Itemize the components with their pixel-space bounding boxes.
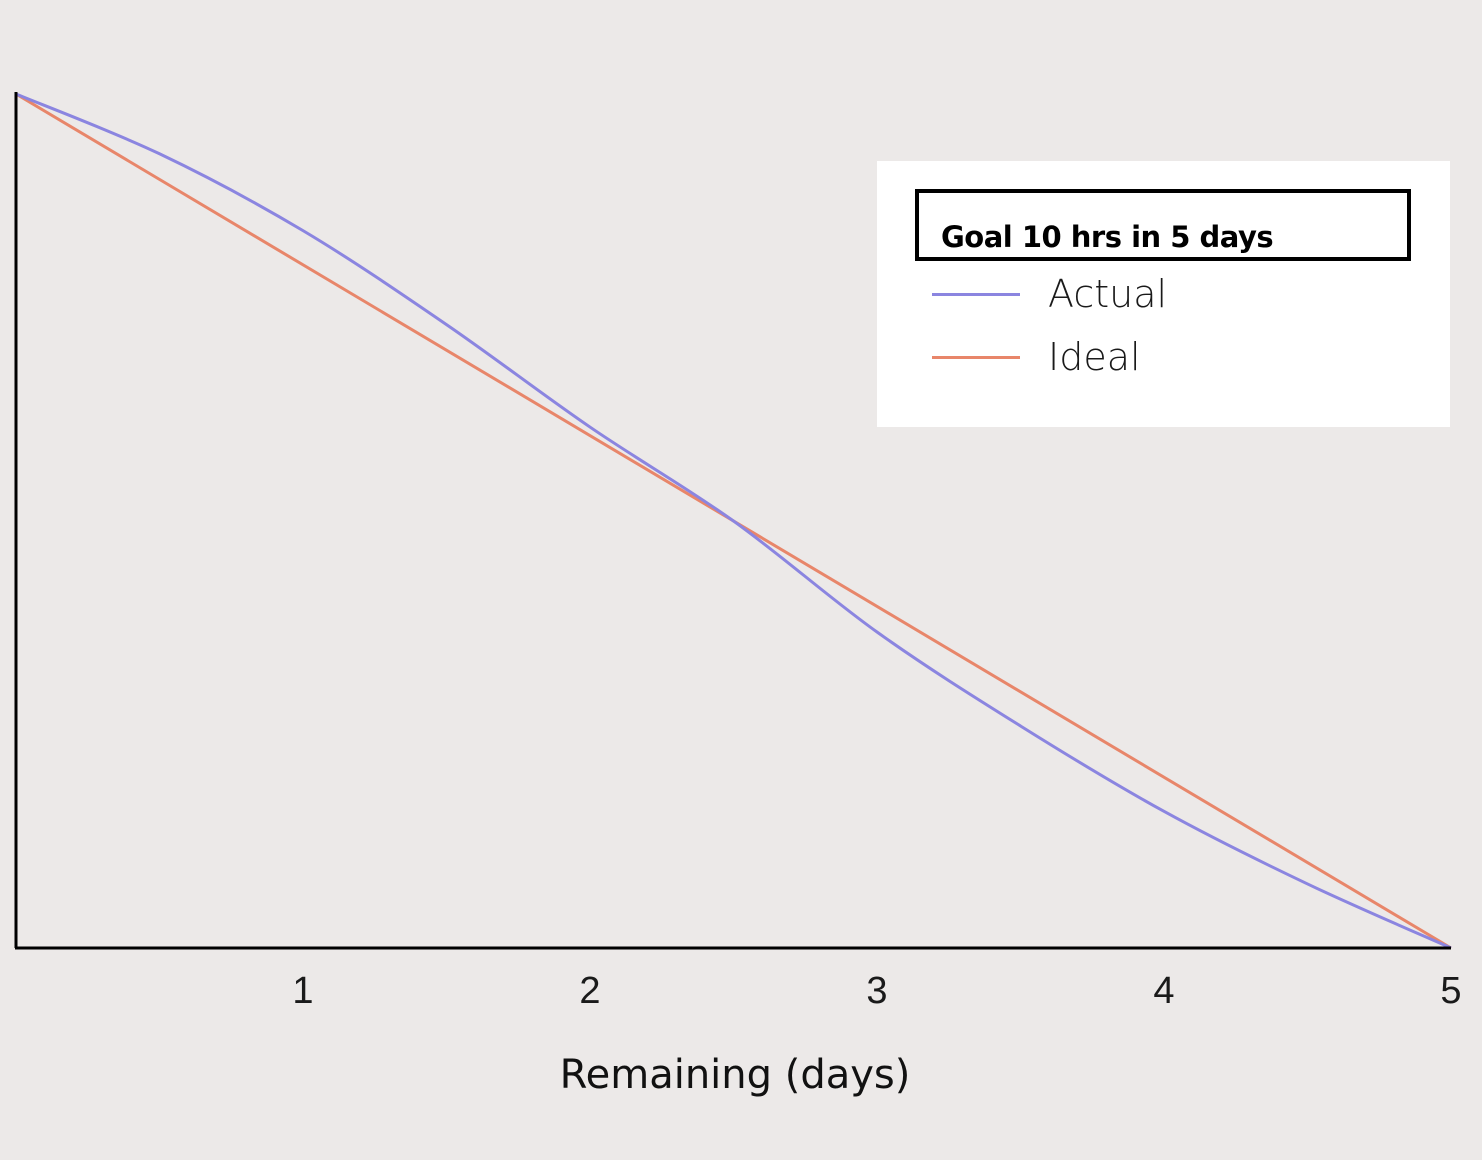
x-tick-label: 3 — [866, 970, 887, 1012]
x-tick-labels: 1 2 3 4 5 — [292, 970, 1461, 1012]
legend-item-actual: Actual — [932, 269, 1167, 319]
legend-title: Goal 10 hrs in 5 days — [941, 220, 1274, 254]
legend-label-actual: Actual — [1048, 272, 1168, 316]
series-layer — [15, 92, 1452, 950]
x-tick-label: 2 — [579, 970, 600, 1012]
legend-item-ideal: Ideal — [932, 332, 1141, 382]
legend-swatch-ideal — [932, 355, 1020, 359]
x-axis-title: Remaining (days) — [560, 1052, 911, 1098]
series-line-actual — [15, 92, 1452, 950]
x-tick-label: 1 — [292, 970, 313, 1012]
legend-label-ideal: Ideal — [1048, 335, 1141, 379]
legend-title-box: Goal 10 hrs in 5 days — [915, 189, 1411, 261]
legend: Goal 10 hrs in 5 days Actual Ideal — [877, 161, 1450, 427]
x-tick-label: 4 — [1153, 970, 1174, 1012]
legend-swatch-actual — [932, 292, 1020, 296]
x-tick-label: 5 — [1440, 970, 1461, 1012]
